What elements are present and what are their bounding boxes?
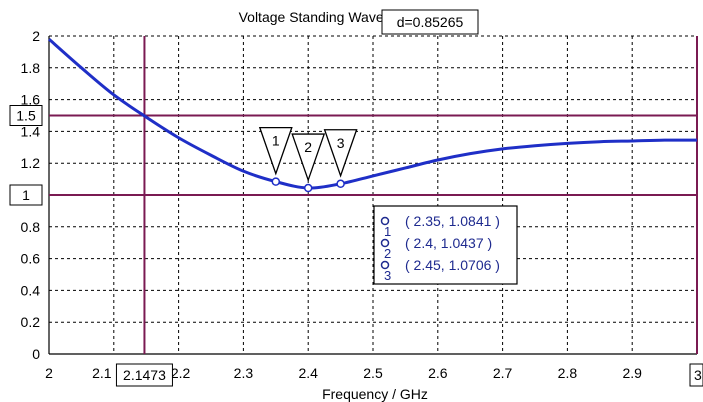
legend-marker-id: 1 xyxy=(384,224,391,239)
horizontal-reference-label-frame xyxy=(9,105,43,126)
marker-point-2[interactable] xyxy=(303,183,313,193)
legend-marker-icon xyxy=(380,238,390,248)
legend-marker-value: ( 2.45, 1.0706 ) xyxy=(405,257,500,273)
right-edge-label: 3 xyxy=(694,367,702,383)
curve-layer xyxy=(48,38,698,190)
y-tick-label: 1.4 xyxy=(21,123,41,139)
marker-layer: 1 2 3 xyxy=(258,126,358,193)
horizontal-reference-label: 1.5 xyxy=(16,108,36,124)
right-edge-label-frame xyxy=(689,363,703,387)
marker-legend: 1 ( 2.35, 1.0841 ) 2 ( 2.4, 1.0437 ) 3 ( 2.45… xyxy=(373,205,518,285)
y-tick-label: 1.2 xyxy=(21,155,41,171)
vertical-reference-label-frame xyxy=(115,363,173,387)
y-tick-label: 0.4 xyxy=(21,282,41,298)
grid-layer xyxy=(49,36,697,354)
y-tick-label: 0 xyxy=(32,346,40,362)
delta-readout-box: d=0.85265 xyxy=(381,9,479,35)
legend-marker-value: ( 2.4, 1.0437 ) xyxy=(405,235,492,251)
horizontal-reference-label-frame xyxy=(9,184,43,206)
x-tick-label: 2.8 xyxy=(558,365,578,381)
marker-flag-label: 2 xyxy=(304,139,312,155)
horizontal-reference-label: 1 xyxy=(22,187,30,203)
legend-marker-icon xyxy=(380,216,390,226)
delta-readout: d=0.85265 xyxy=(397,14,464,30)
x-axis-label: Frequency / GHz xyxy=(322,386,428,402)
x-tick-label: 2.7 xyxy=(493,365,513,381)
x-tick-label: 2 xyxy=(45,365,53,381)
legend-marker-id: 3 xyxy=(384,268,391,283)
legend-marker-id: 2 xyxy=(384,246,391,261)
y-tick-label: 0.2 xyxy=(21,314,41,330)
marker-flag-3 xyxy=(323,129,358,178)
x-tick-label: 2.4 xyxy=(298,365,318,381)
x-tick-label: 2.2 xyxy=(171,365,191,381)
legend-marker-icon xyxy=(380,260,390,270)
x-tick-label: 2.3 xyxy=(234,365,254,381)
y-tick-label: 1.6 xyxy=(21,92,41,108)
y-tick-label: 0.6 xyxy=(21,251,41,267)
tick-layer: 2 2.3 2.4 2.5 2.6 2.7 2.8 2.9 2.1 2.2 0 0.2 0.4 0.6 0.… xyxy=(21,28,643,381)
reference-lines xyxy=(49,36,698,354)
legend-marker-value: ( 2.35, 1.0841 ) xyxy=(405,213,500,229)
vertical-reference-label: 2.1473 xyxy=(123,367,166,383)
y-tick-label: 0.8 xyxy=(21,219,41,235)
marker-flag-1 xyxy=(258,126,293,176)
x-tick-label: 2.5 xyxy=(363,365,383,381)
marker-flag-2 xyxy=(291,133,326,183)
marker-point-1[interactable] xyxy=(271,177,281,186)
delta-readout-frame xyxy=(381,9,479,35)
x-tick-label: 2.6 xyxy=(428,365,448,381)
vswr-series-line xyxy=(48,38,698,190)
y-tick-label: 2 xyxy=(32,28,40,44)
reference-label-layer: 1.5 1 2.1473 3 xyxy=(9,105,703,387)
y-tick-label: 1.8 xyxy=(21,60,41,76)
x-tick-label: 2.1 xyxy=(92,365,112,381)
marker-flag-label: 1 xyxy=(272,133,280,149)
marker-legend-frame xyxy=(373,205,518,285)
marker-point-3[interactable] xyxy=(336,179,345,189)
x-tick-label: 2.9 xyxy=(622,365,642,381)
marker-flag-label: 3 xyxy=(337,135,345,151)
